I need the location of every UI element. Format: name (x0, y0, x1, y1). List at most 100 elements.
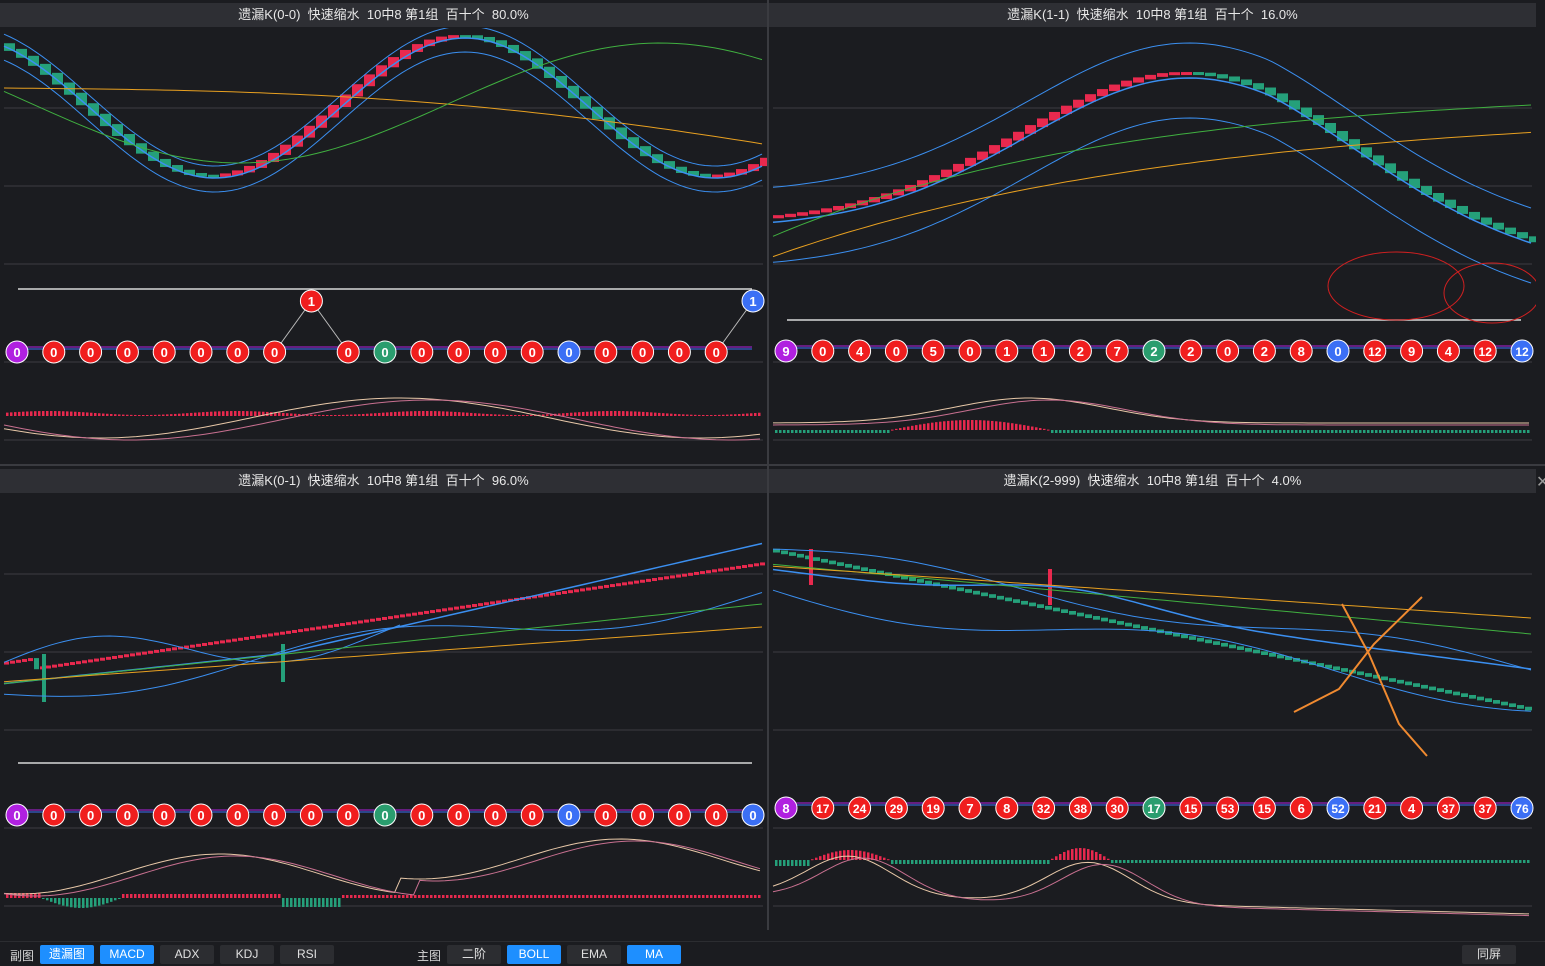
sub-button-遗漏图[interactable]: 遗漏图 (40, 945, 94, 964)
macd-bar (1383, 860, 1386, 863)
candle (1337, 131, 1348, 142)
macd-bar (126, 894, 129, 898)
macd-bar (434, 411, 437, 416)
same-screen-button[interactable]: 同屏 (1462, 945, 1516, 964)
macd-bar (1311, 430, 1314, 433)
candle (82, 660, 87, 664)
sub-button-macd[interactable]: MACD (100, 945, 154, 964)
macd-bar (558, 895, 561, 898)
macd-bar (142, 414, 145, 416)
candle (316, 626, 321, 630)
macd-bar (1267, 860, 1270, 863)
candle (1005, 597, 1012, 602)
candle (52, 72, 63, 85)
candle (933, 582, 940, 587)
chart-canvas[interactable]: 0 0 0 0 0 0 0 0 1 0 0 0 0 0 0 0 0 0 0 0 1 (0, 28, 767, 464)
macd-bar (362, 413, 365, 416)
badge-value: 0 (197, 808, 204, 823)
sub-button-adx[interactable]: ADX (160, 945, 214, 964)
sub-button-rsi[interactable]: RSI (280, 945, 334, 964)
candle (256, 160, 267, 168)
candle (220, 173, 231, 177)
macd-bar (306, 898, 309, 907)
macd-bar (1175, 860, 1178, 863)
macd-bar (899, 860, 902, 864)
candle (1181, 72, 1192, 76)
candle (742, 565, 747, 569)
macd-bar (326, 414, 329, 416)
macd-bar (302, 898, 305, 907)
macd-bar (1083, 848, 1086, 860)
boll-upper (772, 548, 1532, 671)
candle (316, 115, 327, 128)
macd-bar (1223, 430, 1226, 433)
macd-bar (1255, 860, 1258, 863)
macd-bar (686, 414, 689, 416)
macd-bar (1307, 430, 1310, 433)
macd-bar (170, 414, 173, 416)
candle (280, 631, 285, 635)
macd-bar (102, 898, 105, 905)
boll-mid (772, 77, 1532, 244)
macd-bar (891, 860, 894, 864)
candle (364, 74, 375, 87)
macd-bar (843, 850, 846, 860)
main-button-ema[interactable]: EMA (567, 945, 621, 964)
macd-bar (807, 430, 810, 433)
macd-bar (1491, 430, 1494, 433)
macd-bar (450, 895, 453, 898)
chart-canvas[interactable]: 0 0 0 0 0 0 0 0 0 0 0 0 0 0 0 0 0 0 0 0 0 (0, 494, 767, 930)
macd-bar (262, 894, 265, 898)
macd-bar (1235, 430, 1238, 433)
boll-lower (772, 117, 1532, 284)
macd-bar (1319, 860, 1322, 863)
candle (1421, 684, 1428, 689)
candle (286, 630, 291, 634)
macd-bar (1479, 860, 1482, 863)
main-button-boll[interactable]: BOLL (507, 945, 561, 964)
chart-canvas[interactable]: 8 17 24 29 19 7 8 32 38 30 17 15 53 15 6 52 21 4 37 37 76 (769, 494, 1536, 930)
sub-button-kdj[interactable]: KDJ (220, 945, 274, 964)
candle (4, 43, 15, 51)
candle (460, 605, 465, 609)
macd-bar (1375, 430, 1378, 433)
macd-bar (466, 895, 469, 898)
candle (238, 637, 243, 641)
candle (1229, 644, 1236, 649)
candle (917, 579, 924, 583)
candle (989, 145, 1000, 154)
macd-bar (1303, 430, 1306, 433)
macd-bar (1335, 430, 1338, 433)
macd-bar (883, 857, 886, 860)
badge-value: 0 (713, 345, 720, 360)
main-button-二阶[interactable]: 二阶 (447, 945, 501, 964)
macd-bar (390, 412, 393, 416)
macd-bar (963, 420, 966, 430)
candle (1461, 693, 1468, 697)
panel-divider-horizontal[interactable] (0, 464, 1545, 466)
chart-panel-2-999[interactable]: 遗漏K(2-999) 快速缩水 10中8 第1组 百十个 4.0% 8 17 24 2… (769, 466, 1536, 930)
candle (760, 157, 767, 167)
collapse-chevron-icon[interactable]: ✕ (1536, 474, 1545, 491)
main-button-ma[interactable]: MA (627, 945, 681, 964)
macd-bar (1063, 851, 1066, 860)
macd-bar (334, 414, 337, 416)
macd-bar (1107, 858, 1110, 860)
candle (1157, 73, 1168, 77)
macd-bar (102, 413, 105, 416)
badge-circle (1473, 339, 1497, 363)
chart-panel-1-1[interactable]: 遗漏K(1-1) 快速缩水 10中8 第1组 百十个 16.0% 9 0 4 0 5 0 1… (769, 0, 1536, 464)
chart-canvas[interactable]: 9 0 4 0 5 0 1 1 2 7 2 2 0 2 8 0 12 9 4 12 12 (769, 28, 1536, 464)
macd-bar (1155, 430, 1158, 433)
dea-line (3, 840, 761, 897)
badge-circle (42, 803, 66, 827)
candle (736, 565, 741, 569)
macd-bar (346, 414, 349, 416)
macd-bar (534, 895, 537, 898)
macd-bar (670, 895, 673, 898)
macd-bar (1187, 430, 1190, 433)
badge-circle (1326, 796, 1350, 820)
candle (965, 589, 972, 593)
